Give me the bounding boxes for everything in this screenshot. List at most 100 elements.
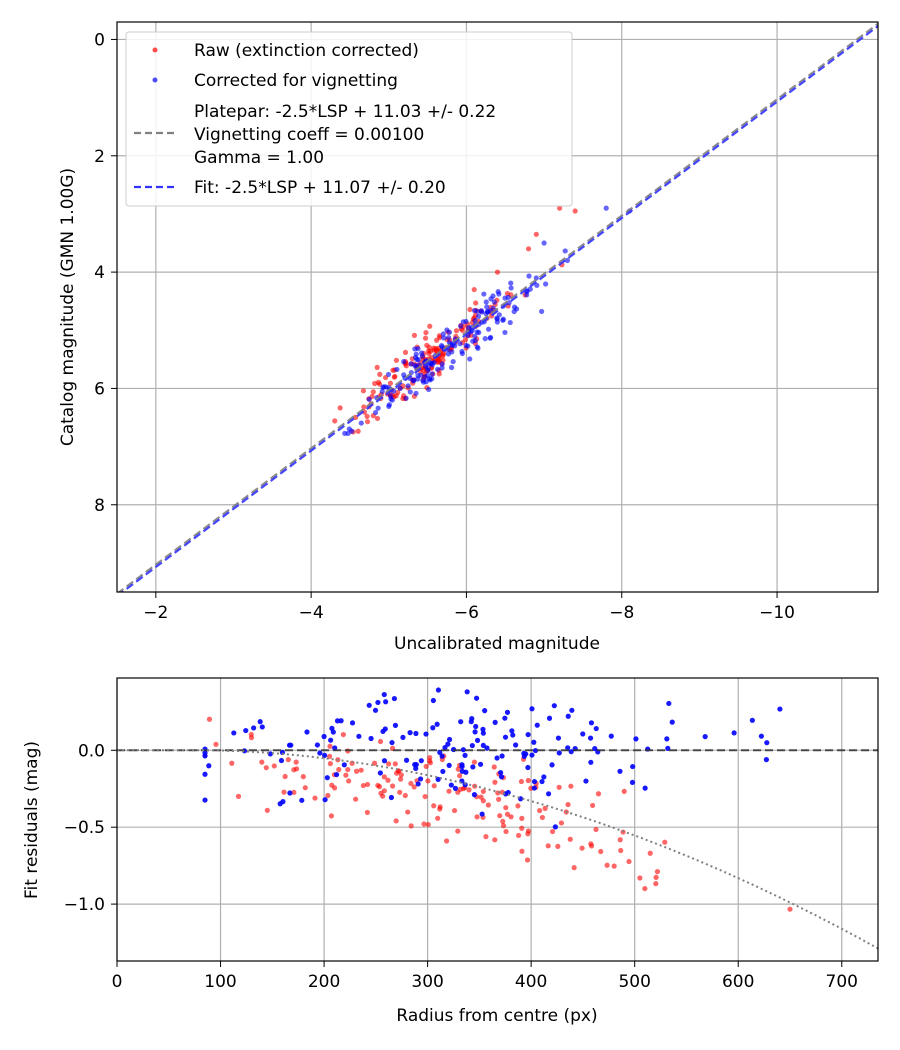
raw-residual-point — [451, 807, 458, 814]
corrected-residual-point — [509, 728, 515, 734]
raw-point — [525, 246, 532, 252]
raw-residual-point — [662, 839, 668, 845]
corrected-point — [380, 384, 386, 390]
vignetting-model-curve — [117, 749, 878, 950]
corrected-point — [415, 376, 421, 382]
raw-residual-point — [364, 781, 371, 788]
raw-residual-point — [617, 837, 623, 843]
top-ticks: −2 −4 −6 −8 −10 0 2 4 6 8 — [94, 30, 795, 623]
raw-residual-point — [386, 761, 392, 767]
raw-residual-point — [427, 758, 433, 764]
corrected-residual-point — [251, 725, 257, 731]
top-plot-area — [117, 22, 878, 592]
corrected-point — [474, 344, 480, 350]
raw-residual-point — [457, 786, 463, 792]
corrected-point — [412, 362, 418, 368]
raw-residual-point — [293, 759, 299, 765]
corrected-residual-point — [202, 771, 208, 777]
raw-point — [436, 371, 442, 377]
top-x-tick-label: −6 — [454, 603, 479, 623]
raw-residual-point — [285, 757, 291, 763]
corrected-residual-point — [446, 762, 452, 768]
corrected-point — [427, 377, 433, 383]
corrected-point — [394, 366, 400, 373]
corrected-point — [346, 426, 352, 432]
raw-residual-point — [343, 772, 349, 778]
raw-residual-point — [380, 793, 386, 799]
bottom-x-tick-label: 400 — [515, 972, 547, 992]
corrected-residual-point — [388, 794, 395, 801]
corrected-residual-point — [280, 799, 286, 805]
raw-residual-point — [542, 805, 548, 811]
bottom-y-axis-label: Fit residuals (mag) — [22, 741, 42, 899]
corrected-residual-point — [477, 761, 484, 767]
corrected-residual-point — [502, 734, 509, 740]
bottom-x-tick-label: 100 — [204, 972, 236, 992]
raw-residual-point — [411, 784, 417, 790]
corrected-residual-point — [498, 769, 504, 776]
corrected-residual-point — [565, 745, 571, 751]
raw-residual-point — [480, 788, 486, 795]
raw-point — [352, 414, 359, 420]
corrected-residual-point — [531, 778, 538, 785]
raw-residual-point — [358, 767, 364, 773]
corrected-point — [541, 240, 547, 246]
raw-residual-point — [588, 841, 594, 847]
raw-residual-point — [503, 805, 509, 811]
corrected-residual-point — [314, 742, 321, 748]
corrected-residual-point — [749, 717, 755, 723]
bottom-chart: 0 100 200 300 400 500 600 700 0.0 −0.5 −1.0 Radius… — [22, 677, 879, 1026]
corrected-point — [484, 304, 490, 310]
corrected-residual-point — [777, 706, 783, 712]
raw-residual-point — [604, 862, 610, 868]
corrected-point — [603, 205, 609, 211]
bottom-y-tick-label: 0.0 — [78, 741, 105, 761]
top-y-tick-label: 4 — [94, 263, 105, 283]
raw-residual-point — [568, 783, 574, 789]
raw-residual-point — [466, 787, 472, 793]
raw-residual-point — [336, 766, 342, 773]
raw-residual-point — [491, 764, 497, 770]
corrected-residual-point — [492, 719, 498, 725]
corrected-point — [505, 294, 511, 300]
corrected-residual-point — [334, 718, 341, 724]
corrected-point — [397, 385, 403, 391]
raw-residual-point — [525, 777, 531, 784]
corrected-residual-point — [286, 742, 293, 748]
legend: Raw (extinction corrected) Corrected for… — [125, 31, 573, 207]
raw-residual-point — [229, 760, 235, 766]
raw-residual-point — [376, 784, 383, 790]
corrected-residual-point — [322, 797, 328, 803]
corrected-residual-point — [287, 790, 293, 796]
bottom-x-tick-label: 200 — [308, 972, 340, 992]
corrected-residual-point — [642, 785, 648, 791]
corrected-residual-point — [445, 741, 451, 747]
corrected-residual-point — [407, 730, 413, 736]
raw-residual-point — [579, 845, 585, 851]
corrected-point — [373, 409, 379, 416]
corrected-point — [478, 308, 485, 314]
corrected-point — [439, 361, 445, 367]
raw-residual-point — [515, 803, 521, 809]
raw-residual-point — [471, 759, 478, 765]
raw-residual-point — [398, 772, 404, 778]
raw-residual-point — [497, 813, 503, 819]
corrected-residual-point — [389, 739, 395, 746]
raw-residual-point — [385, 777, 391, 783]
raw-point — [422, 335, 429, 341]
corrected-residual-point — [328, 737, 334, 743]
raw-residual-point — [480, 798, 486, 804]
bottom-y-tick-label: −0.5 — [64, 818, 105, 838]
corrected-residual-point — [243, 727, 249, 734]
corrected-point — [458, 323, 464, 329]
corrected-residual-point — [299, 797, 305, 803]
corrected-point — [449, 349, 455, 355]
raw-point — [365, 419, 371, 425]
bottom-y-tick-label: −1.0 — [64, 895, 105, 915]
corrected-point — [379, 388, 385, 395]
raw-residual-point — [327, 761, 333, 767]
top-x-tick-label: −8 — [609, 603, 634, 623]
raw-point — [437, 334, 443, 341]
raw-residual-point — [398, 776, 404, 782]
raw-residual-point — [206, 716, 213, 722]
